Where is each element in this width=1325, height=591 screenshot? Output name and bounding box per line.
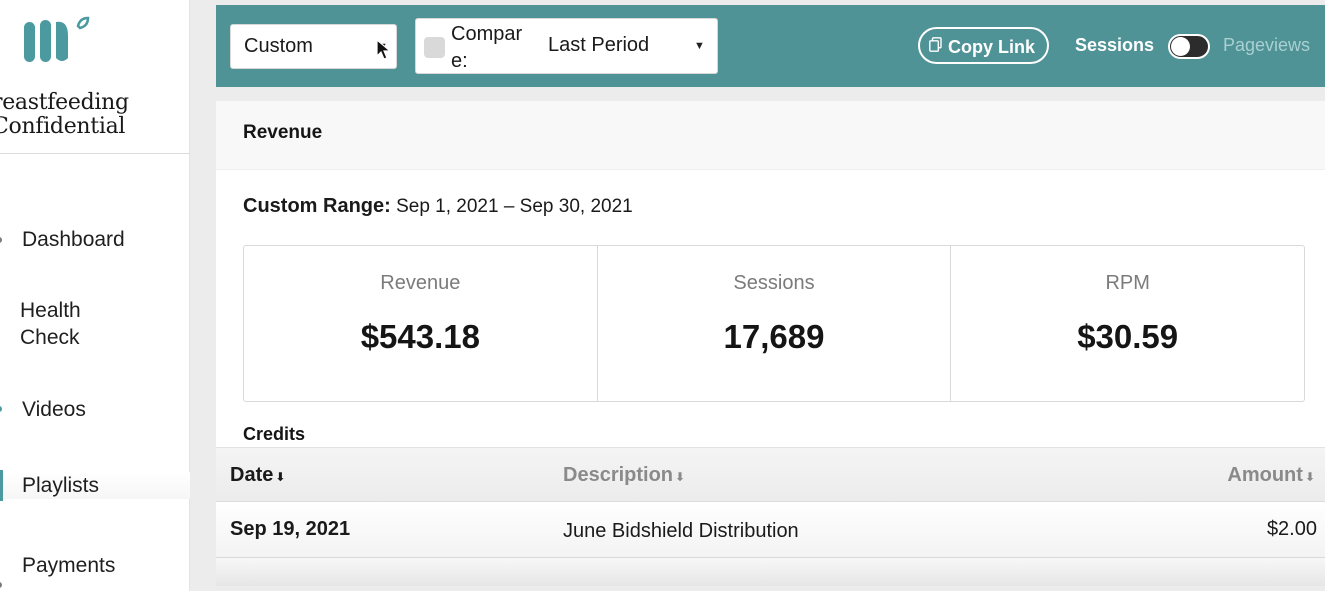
copy-icon [929,37,942,52]
toggle-label-pageviews[interactable]: Pageviews [1223,35,1311,55]
stat-card-sessions: Sessions 17,689 [598,246,952,401]
sidebar-item-label: Dashboard [22,228,125,251]
stat-value: 17,689 [723,318,825,355]
metric-toggle[interactable] [1168,34,1210,59]
column-header-amount[interactable]: Amount ⬇ [1227,464,1315,487]
brand-logo-icon[interactable] [22,16,92,66]
range-label: Custom Range: [243,195,391,217]
nav-bullet-icon [0,406,2,412]
table-row: Sep 19, 2021 June Bidshield Distribution… [216,502,1325,558]
cell-amount: $2.00 [1266,518,1317,540]
column-header-label: Date [230,464,274,486]
toggle-knob [1171,37,1190,56]
compare-period-value: Last Period [548,34,650,56]
date-range-select[interactable]: Custom ▼ [230,24,397,69]
sidebar-item-playlists[interactable]: Playlists [0,470,190,501]
mouse-cursor-icon [376,39,392,60]
sidebar-item-label: Playlists [22,474,100,497]
filter-toolbar: Custom ▼ Compare: Last Period ▼ Copy Lin… [216,5,1325,87]
stats-cards: Revenue $543.18 Sessions 17,689 RPM $30.… [243,245,1305,402]
brand-name-line2: Confidential [0,114,126,139]
sort-arrow-icon: ⬇ [1304,470,1315,484]
sidebar-item-videos[interactable]: Videos [0,396,190,423]
sort-arrow-icon: ⬇ [275,470,286,484]
cell-description: June Bidshield Distribution [563,520,799,542]
compare-label: Compare: [451,23,523,72]
toggle-label-sessions[interactable]: Sessions [1075,35,1155,55]
brand-name: reastfeeding Confidential [0,91,192,139]
stat-value: $30.59 [1077,318,1179,355]
date-range-value: Custom [244,35,313,57]
sidebar-item-label: Payments [22,554,116,577]
sidebar-item-health-check[interactable]: Health Check [0,297,190,351]
sidebar-item-payments[interactable]: Payments [0,552,190,588]
credits-title: Credits [243,424,306,444]
brand-header: reastfeeding Confidential [0,0,190,154]
sidebar-item-dashboard[interactable]: Dashboard [0,226,190,253]
cell-date: Sep 19, 2021 [230,518,351,540]
copy-link-button[interactable]: Copy Link [918,27,1049,64]
sort-arrow-icon: ⬇ [675,470,686,484]
page-title: Revenue [243,122,323,143]
sidebar-item-label: Videos [22,398,86,421]
compare-period-select[interactable]: Last Period ▼ [542,19,717,73]
nav-bullet-icon [0,237,2,243]
active-indicator [0,470,3,501]
range-summary: Custom Range: Sep 1, 2021 – Sep 30, 2021 [243,195,633,218]
nav-bullet-icon [0,582,2,588]
copy-link-label: Copy Link [948,37,1036,57]
column-header-label: Amount [1227,464,1303,486]
brand-name-line1: reastfeeding [0,90,129,115]
revenue-panel: Revenue Custom Range: Sep 1, 2021 – Sep … [216,101,1325,586]
range-value: Sep 1, 2021 – Sep 30, 2021 [396,196,633,217]
panel-header: Revenue [216,101,1325,170]
stat-card-revenue: Revenue $543.18 [244,246,598,401]
stat-label: Sessions [733,272,815,294]
stat-label: Revenue [380,272,461,294]
compare-checkbox[interactable] [424,37,445,58]
sidebar: reastfeeding Confidential Dashboard Heal… [0,0,190,591]
stat-card-rpm: RPM $30.59 [951,246,1304,401]
chevron-down-icon: ▼ [694,40,705,52]
column-header-label: Description [563,464,674,486]
compare-control: Compare: Last Period ▼ [415,18,718,74]
column-header-description[interactable]: Description ⬇ [563,464,685,487]
stat-label: RPM [1105,272,1150,294]
panel-footer [216,558,1325,586]
stat-value: $543.18 [360,318,480,355]
sidebar-item-label: Health Check [20,299,81,349]
credits-table-header: Date ⬇ Description ⬇ Amount ⬇ [216,447,1325,502]
column-header-date[interactable]: Date ⬇ [230,464,285,487]
